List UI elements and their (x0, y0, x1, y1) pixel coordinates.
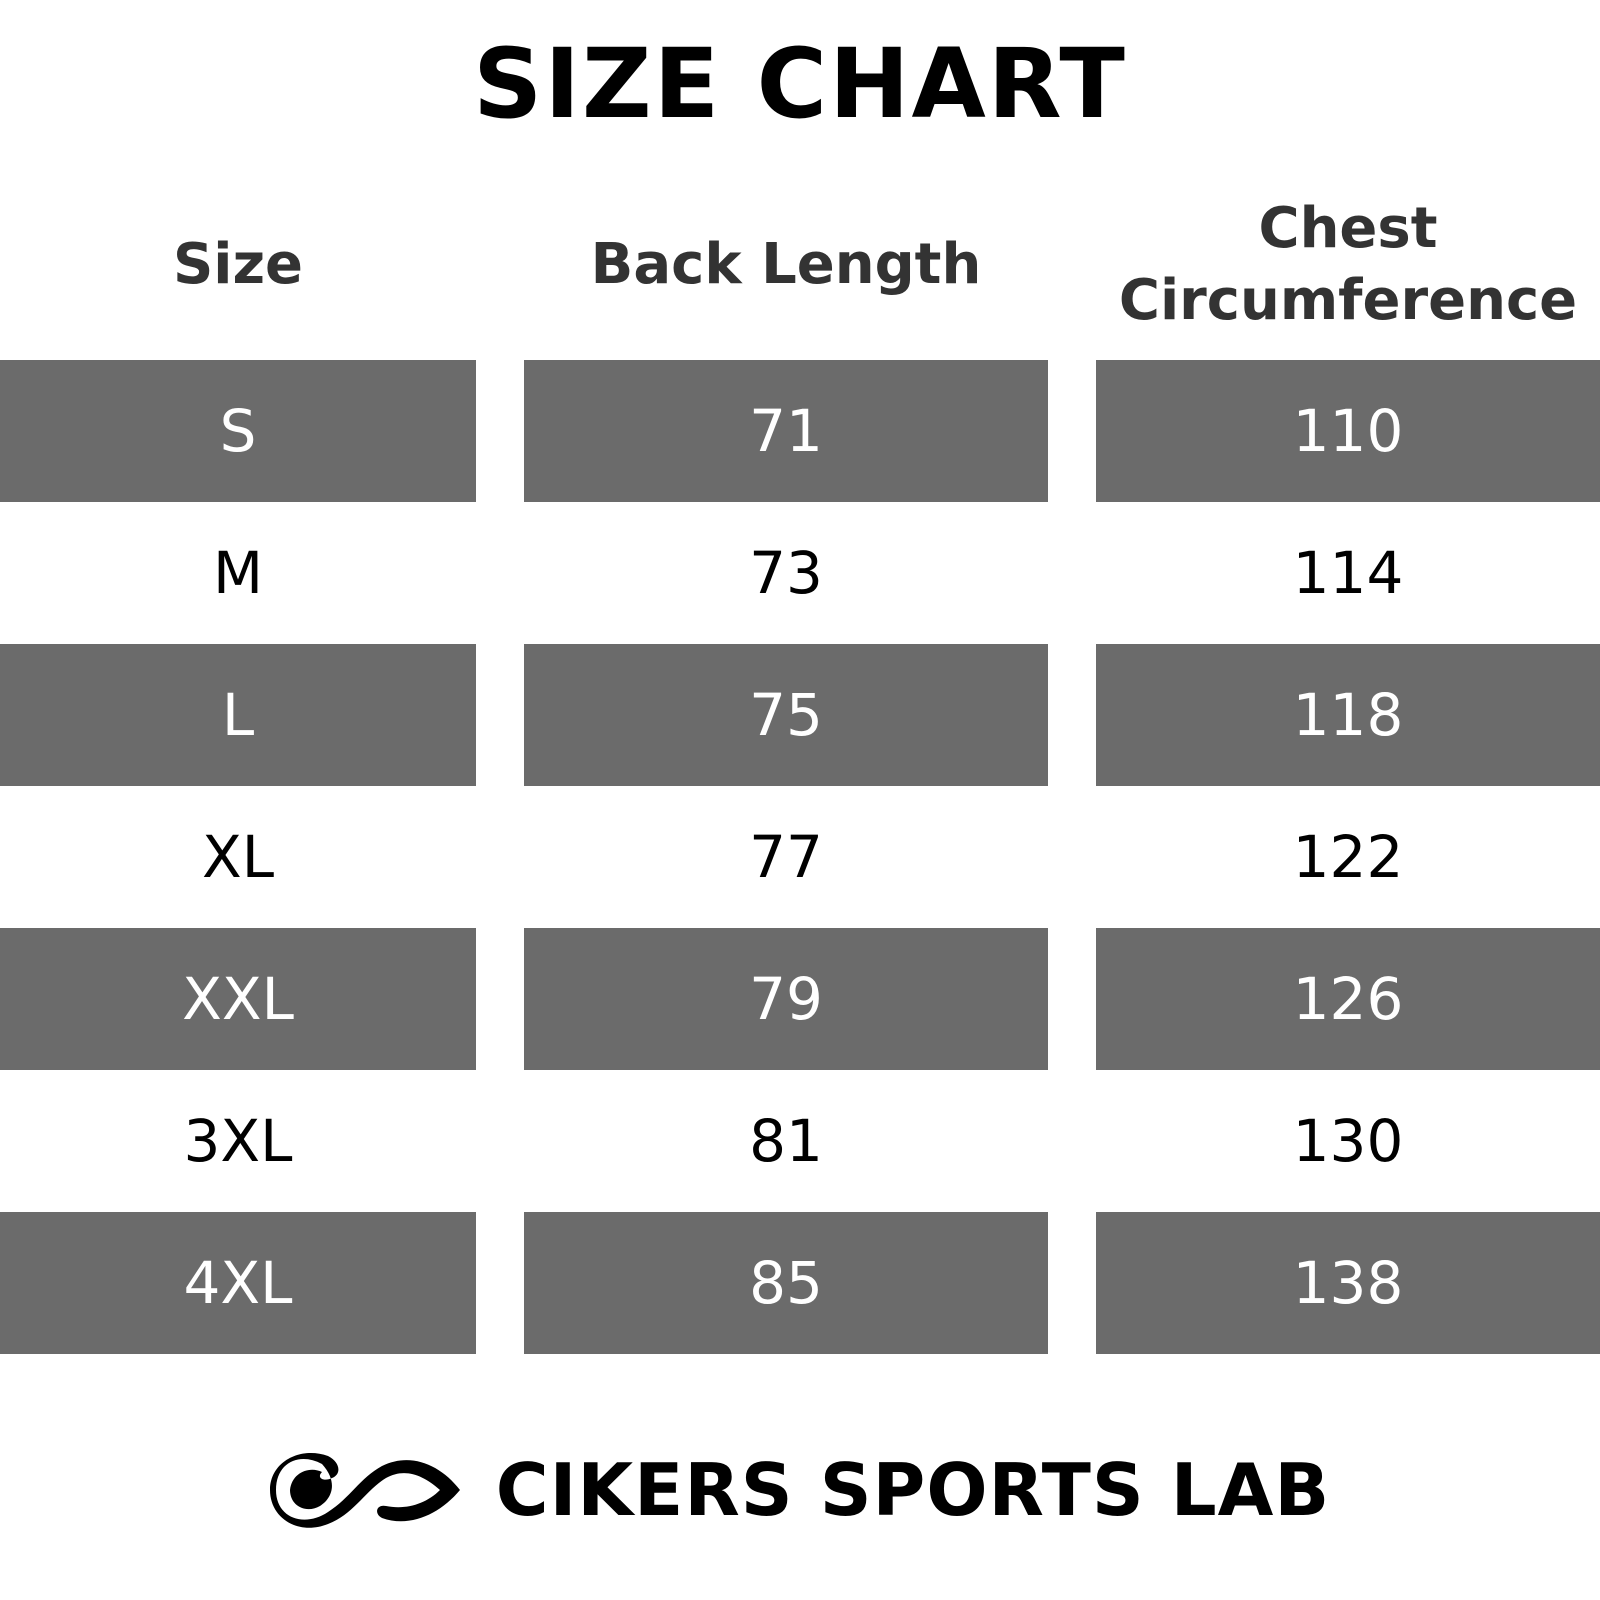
table-cell: 138 (1096, 1212, 1600, 1354)
table-cell: 71 (524, 360, 1048, 502)
table-cell: 75 (524, 644, 1048, 786)
table-cell: 122 (1292, 823, 1404, 891)
table-cell: 118 (1096, 644, 1600, 786)
brand-name: CIKERS SPORTS LAB (495, 1448, 1331, 1532)
brand-logo (269, 1453, 460, 1528)
table-cell: 85 (524, 1212, 1048, 1354)
title: SIZE CHART (473, 28, 1127, 140)
brand-footer: CIKERS SPORTS LAB (0, 1440, 1600, 1540)
table-cell: 3XL (183, 1107, 293, 1175)
column-header: Size (172, 232, 304, 297)
table-cell: 77 (749, 823, 823, 891)
column-header: Back Length (590, 232, 982, 297)
table-cell: 4XL (0, 1212, 476, 1354)
table-cell: 79 (524, 928, 1048, 1070)
table-cell: XXL (0, 928, 476, 1070)
table-cell: S (0, 360, 476, 502)
table-cell: L (0, 644, 476, 786)
table-cell: M (212, 539, 264, 607)
table-cell: 130 (1292, 1107, 1404, 1175)
table-cell: XL (201, 823, 275, 891)
table-cell: 126 (1096, 928, 1600, 1070)
table-cell: 110 (1096, 360, 1600, 502)
column-header: Chest Circumference (1118, 196, 1578, 333)
table-cell: 73 (749, 539, 823, 607)
table-cell: 114 (1292, 539, 1404, 607)
table-cell: 81 (749, 1107, 823, 1175)
